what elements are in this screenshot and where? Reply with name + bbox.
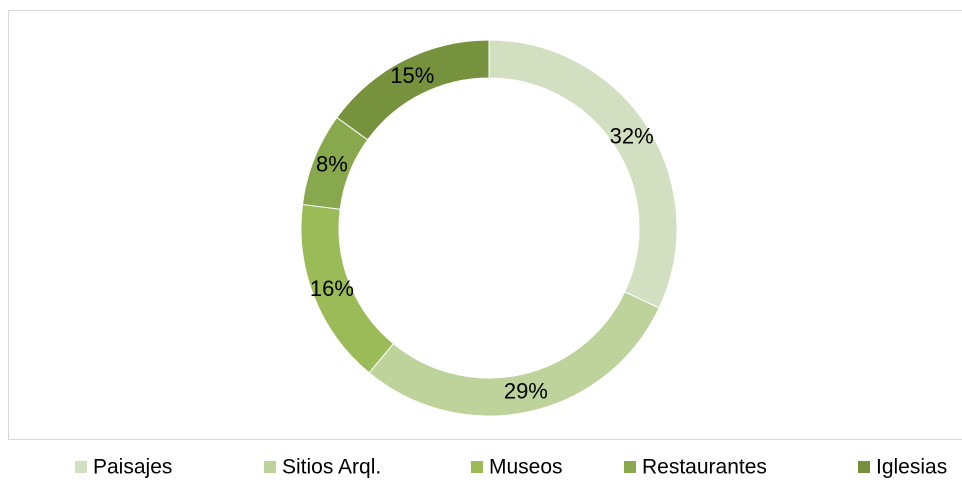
legend-label: Paisajes	[93, 456, 172, 479]
legend-swatch	[858, 461, 870, 473]
data-label: 32%	[610, 123, 654, 148]
legend-label: Museos	[489, 456, 563, 479]
data-label: 8%	[316, 152, 348, 177]
donut-segment	[336, 39, 490, 141]
legend-label: Restaurantes	[642, 456, 767, 479]
legend-swatch	[471, 461, 483, 473]
chart-border	[8, 10, 962, 440]
legend-swatch	[624, 461, 636, 473]
legend-label: Sitios Arql.	[282, 456, 381, 479]
data-label: 29%	[504, 379, 548, 404]
data-label: 16%	[310, 276, 354, 301]
legend-swatch	[75, 461, 87, 473]
donut-segment	[488, 39, 678, 309]
data-label: 15%	[390, 63, 434, 88]
legend-label: Iglesias	[876, 456, 947, 479]
legend-swatch	[264, 461, 276, 473]
